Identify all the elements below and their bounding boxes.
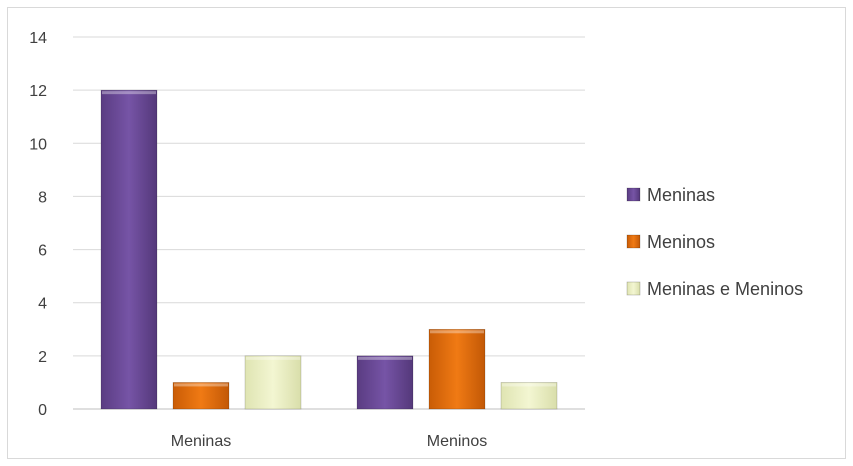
y-tick-label: 8 — [38, 189, 47, 206]
y-tick-label: 6 — [38, 243, 47, 260]
legend: Meninas Meninos Meninas e Meninos — [626, 185, 803, 299]
y-tick-label: 2 — [38, 349, 47, 366]
legend-label: Meninas e Meninos — [647, 279, 803, 299]
bar-highlight — [358, 356, 412, 360]
bar-meninas-meninos — [356, 355, 414, 410]
bar-highlight — [502, 383, 556, 387]
y-tick-label: 0 — [38, 402, 47, 419]
bar-meninas-e-meninos-meninos — [500, 382, 558, 410]
bar-highlight — [174, 383, 228, 387]
y-tick-label: 14 — [29, 30, 47, 47]
y-tick-label: 4 — [38, 296, 47, 313]
legend-label: Meninos — [647, 232, 715, 252]
legend-swatch — [626, 187, 641, 202]
bar-highlight — [246, 356, 300, 360]
legend-swatch — [626, 234, 641, 249]
x-tick-label: Meninos — [427, 433, 487, 450]
x-axis: Meninas Meninos — [171, 433, 487, 450]
bar-highlight — [430, 330, 484, 334]
bars — [100, 89, 558, 410]
y-tick-label: 10 — [29, 136, 47, 153]
legend-swatch — [626, 281, 641, 296]
bar-meninas-e-meninos-meninas — [244, 355, 302, 410]
legend-label: Meninas — [647, 185, 715, 205]
bar-meninos-meninas — [172, 382, 230, 410]
y-axis-ticks: 0 2 4 6 8 10 12 14 — [29, 30, 47, 419]
bar-meninos-meninos — [428, 328, 486, 410]
bar-highlight — [102, 91, 156, 95]
bar-meninas-meninas — [100, 89, 158, 410]
gridlines — [73, 36, 585, 410]
y-tick-label: 12 — [29, 83, 47, 100]
x-tick-label: Meninas — [171, 433, 231, 450]
